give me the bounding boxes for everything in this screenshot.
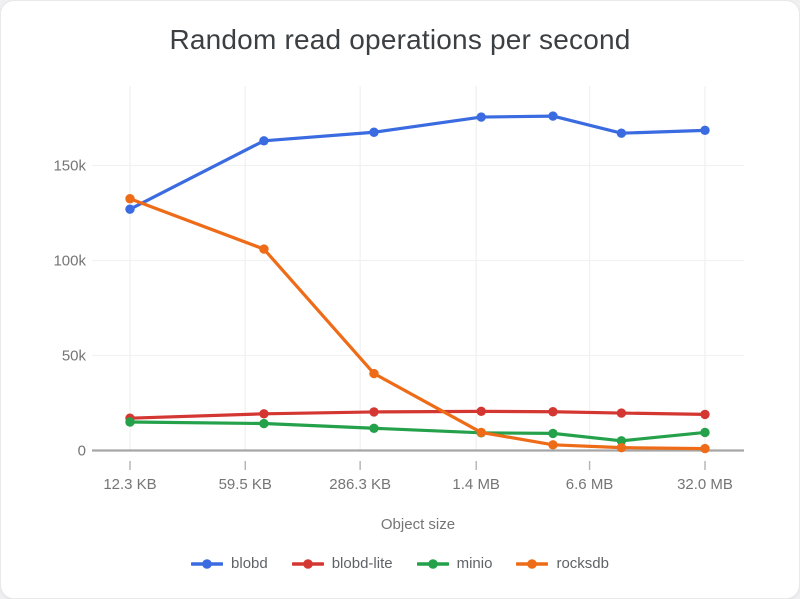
series-blobd-point <box>476 112 486 122</box>
series-minio-point <box>369 423 379 433</box>
series-minio-point <box>259 418 269 429</box>
gridlines <box>92 86 744 451</box>
x-tick-label: 6.6 MB <box>566 476 614 493</box>
x-tick-label: 12.3 KB <box>103 476 156 493</box>
y-tick-labels: 0 50k 100k 150k <box>53 158 86 460</box>
series-minio-point <box>125 417 135 427</box>
y-tick-label: 0 <box>78 443 86 460</box>
series-minio-point <box>700 427 710 438</box>
series-blobd-point <box>259 136 269 146</box>
series-minio-point <box>616 436 627 446</box>
legend-label: rocksdb <box>556 555 609 572</box>
y-tick-label: 50k <box>62 348 87 365</box>
series-blobd <box>125 111 710 214</box>
legend-marker-rocksdb <box>516 558 549 569</box>
x-tick-label: 286.3 KB <box>329 476 391 493</box>
series-blobd-lite-point <box>259 409 269 419</box>
series-rocksdb-point <box>369 368 379 379</box>
series-blobd-lite-point <box>476 406 486 417</box>
series-blobd-point <box>369 127 379 137</box>
series-blobd-lite <box>125 406 710 423</box>
series-blobd-lite-point <box>700 409 710 420</box>
x-tick-label: 1.4 MB <box>452 476 500 493</box>
y-tick-label: 150k <box>53 158 86 175</box>
x-tick-marks <box>129 461 706 470</box>
series-blobd-lite-point <box>369 407 379 417</box>
y-tick-label: 100k <box>53 253 86 270</box>
series-minio <box>125 417 710 446</box>
x-tick-label: 59.5 KB <box>219 476 272 493</box>
legend-label: minio <box>456 555 493 572</box>
legend-label: blobd-lite <box>331 555 393 572</box>
series-blobd-point <box>548 111 558 121</box>
legend: blobd blobd-lite minio rocksdb <box>0 555 800 572</box>
series-rocksdb <box>125 194 710 454</box>
legend-marker-blobd <box>191 558 224 569</box>
legend-item-rocksdb[interactable]: rocksdb <box>516 555 609 572</box>
series-blobd-point <box>125 204 135 214</box>
series-blobd-point <box>616 128 627 138</box>
x-axis-title: Object size <box>380 516 456 533</box>
x-tick-label: 32.0 MB <box>677 476 733 493</box>
legend-item-blobd[interactable]: blobd <box>191 555 268 572</box>
series-rocksdb-point <box>616 442 627 453</box>
legend-marker-minio <box>416 558 449 569</box>
series-rocksdb-point <box>476 427 486 438</box>
legend-label: blobd <box>231 555 268 572</box>
series-blobd-lite-point <box>548 407 558 417</box>
series-blobd-lite-point <box>616 408 627 418</box>
series-minio-point <box>548 428 558 439</box>
series-rocksdb-point <box>125 194 135 204</box>
legend-marker-blobd-lite <box>291 558 324 569</box>
legend-item-minio[interactable]: minio <box>416 555 493 572</box>
series-rocksdb-point <box>259 244 269 254</box>
series-rocksdb-point <box>700 443 710 454</box>
chart-title: Random read operations per second <box>169 24 631 55</box>
legend-item-blobd-lite[interactable]: blobd-lite <box>291 555 393 572</box>
x-tick-labels: 12.3 KB 59.5 KB 286.3 KB 1.4 MB 6.6 MB 32.0 M… <box>103 476 733 493</box>
series-rocksdb-point <box>548 440 558 450</box>
series-blobd-point <box>700 125 710 136</box>
